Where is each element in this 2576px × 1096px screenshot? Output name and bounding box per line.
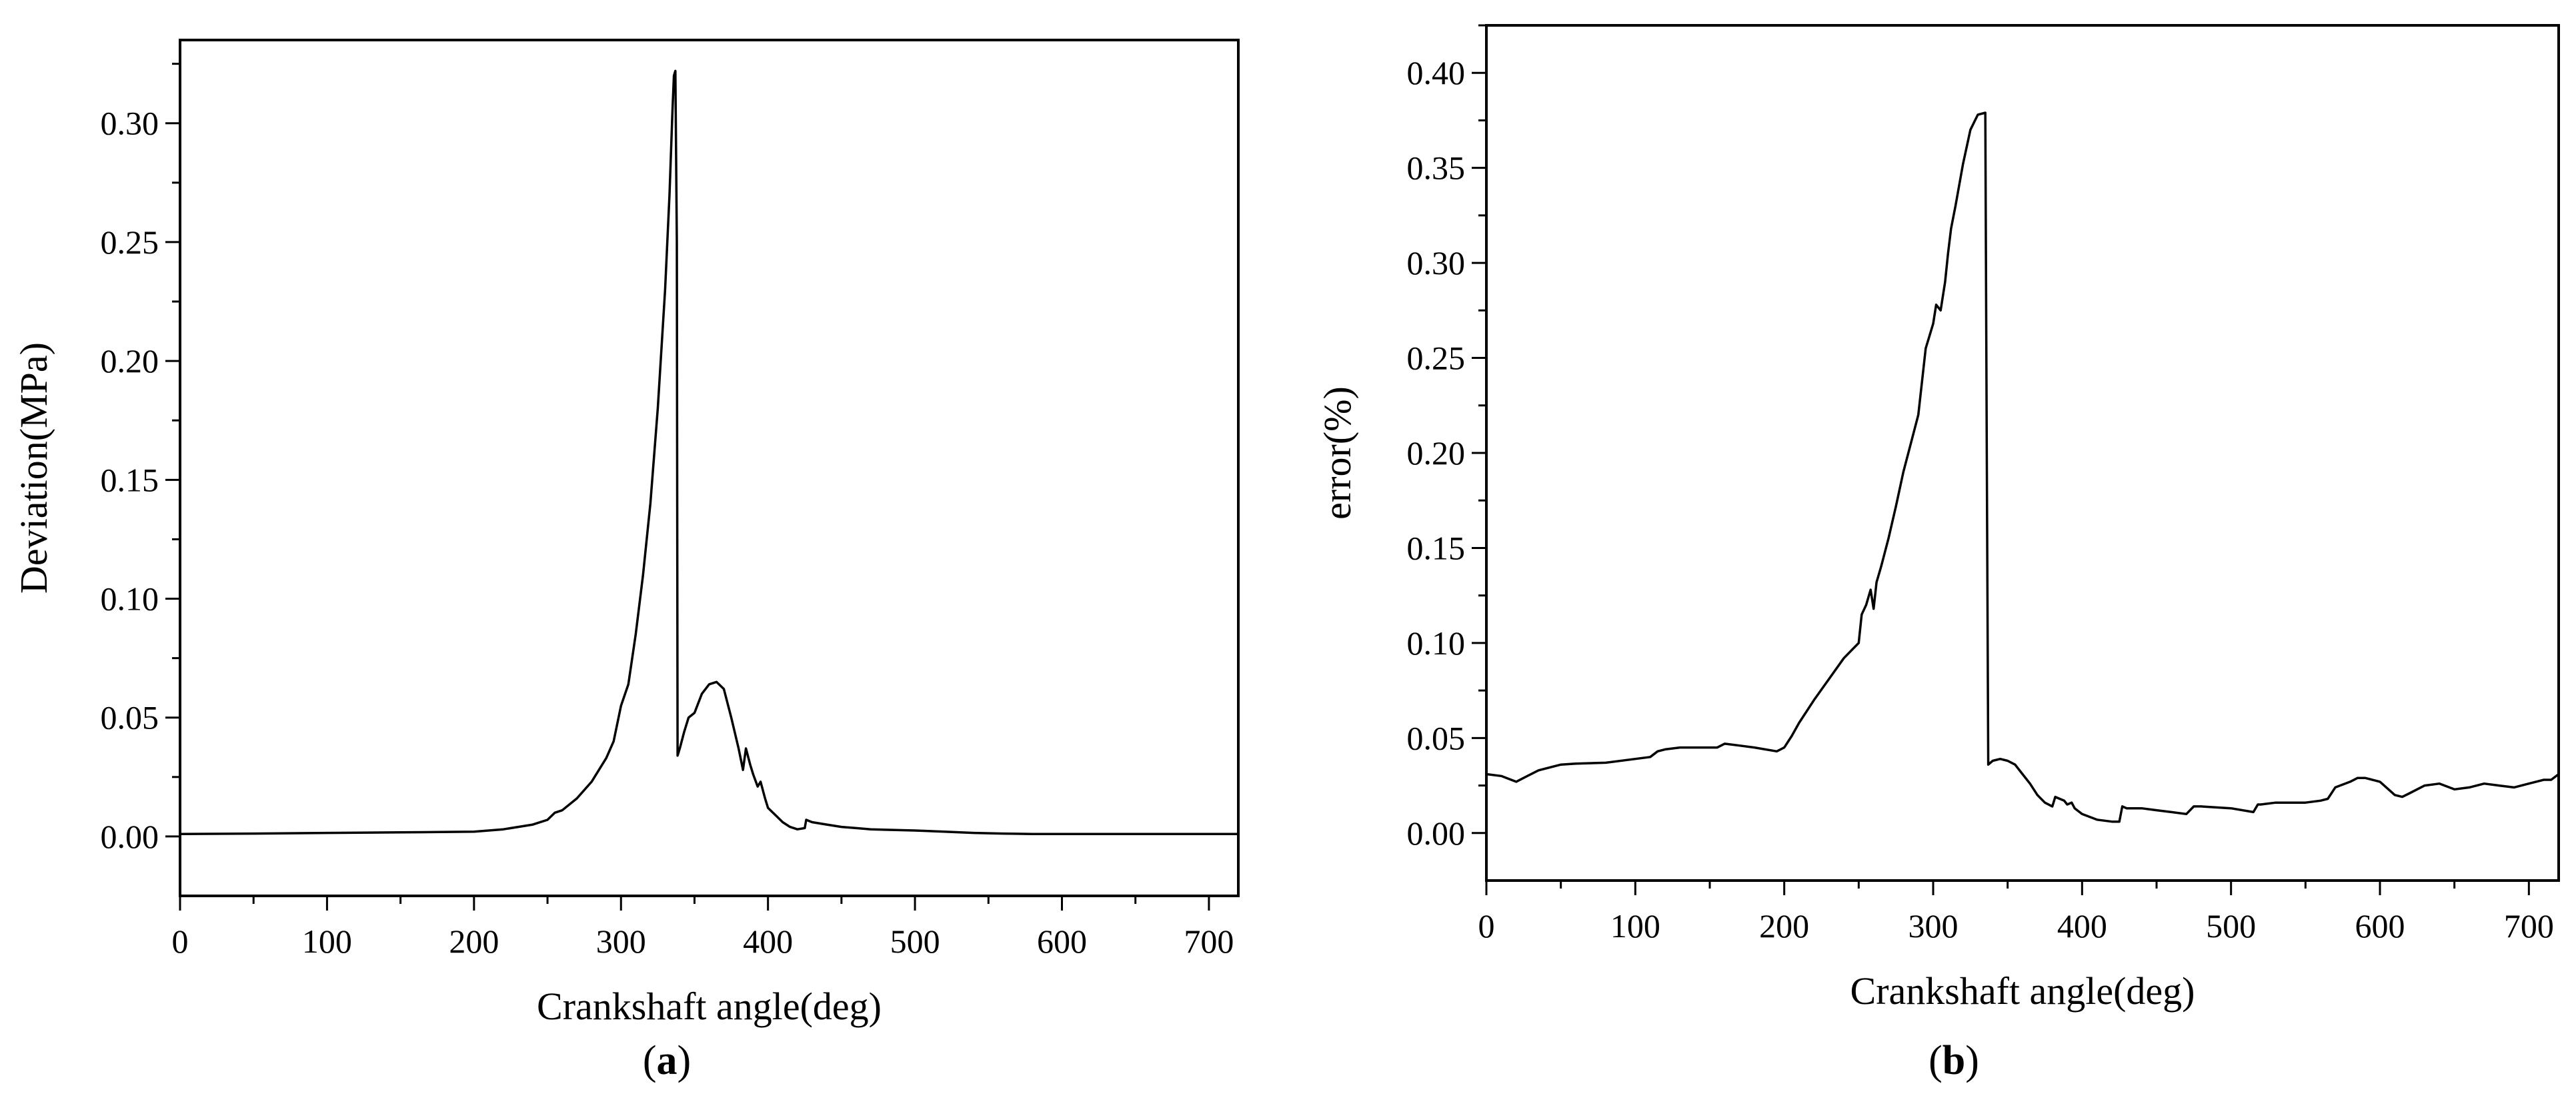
panel-a-x-tick-label: 700 — [1184, 923, 1234, 960]
panel-a-x-tick-label: 0 — [172, 923, 189, 960]
panel-b-chart: 0 100 200 300 400 500 600 700 0.00 0.05 0.10 0.15 0.… — [1316, 24, 2560, 1083]
panel-b-y-tick-label: 0.40 — [1407, 54, 1466, 91]
panel-a-label-close-paren: ) — [678, 1038, 692, 1083]
panel-b-y-axis-label: error(%) — [1316, 386, 1359, 520]
panel-b-x-tick-label: 0 — [1478, 907, 1495, 945]
panel-a-x-tick-label: 200 — [449, 923, 499, 960]
panel-a-label-open-paren: ( — [643, 1038, 657, 1083]
panel-b-x-axis-label: Crankshaft angle(deg) — [1850, 969, 2195, 1013]
panel-b-y-tick-label: 0.10 — [1407, 624, 1466, 662]
panel-b-x-tick-label: 700 — [2504, 907, 2554, 945]
panel-b-label: (b) — [1928, 1038, 1979, 1083]
panel-a-y-tick-label: 0.15 — [101, 461, 159, 498]
panel-a-x-tick-label: 300 — [596, 923, 646, 960]
panel-a-x-tick-label: 600 — [1037, 923, 1087, 960]
panel-b-y-tick-label: 0.00 — [1407, 814, 1466, 852]
panel-a-x-tick-label: 500 — [890, 923, 940, 960]
panel-b-y-tick-label: 0.25 — [1407, 340, 1466, 377]
panel-b-x-tick-label: 300 — [1908, 907, 1959, 945]
panel-a-y-tick-label: 0.00 — [101, 818, 159, 855]
panel-b-x-tick-label: 600 — [2355, 907, 2405, 945]
panel-b-x-tick-label: 400 — [2057, 907, 2107, 945]
panel-a-chart: 0 100 200 300 400 500 600 700 0.00 0.05 0.10 0.15 0.… — [12, 39, 1240, 1083]
panel-a-x-tick-label: 100 — [302, 923, 352, 960]
panel-b-x-tick-label: 100 — [1610, 907, 1660, 945]
panel-b-plot-frame — [1485, 24, 2560, 882]
panel-a-y-tick-label: 0.10 — [101, 580, 159, 618]
panel-a-y-tick-label: 0.30 — [101, 105, 159, 142]
panel-b-y-tick-label: 0.35 — [1407, 149, 1466, 187]
panel-a-label-letter: a — [657, 1038, 678, 1083]
panel-a-series-line — [179, 69, 1238, 836]
panel-a-y-tick-label: 0.25 — [101, 223, 159, 261]
panel-a-y-tick-label: 0.05 — [101, 699, 159, 736]
panel-b-series-line — [1486, 111, 2560, 823]
panel-b-x-tick-label: 500 — [2206, 907, 2256, 945]
panel-b-label-open-paren: ( — [1928, 1038, 1943, 1083]
panel-b-label-close-paren: ) — [1965, 1038, 1979, 1083]
panel-a-x-tick-label: 400 — [743, 923, 793, 960]
panel-a-y-tick-label: 0.20 — [101, 342, 159, 380]
panel-b-y-tick-label: 0.15 — [1407, 529, 1466, 566]
panel-a-label: (a) — [643, 1038, 691, 1083]
panel-a-y-axis-label: Deviation(MPa) — [12, 342, 55, 594]
panel-b-x-tick-label: 200 — [1759, 907, 1809, 945]
panel-a-plot-frame — [179, 39, 1240, 897]
panel-a-x-axis-label: Crankshaft angle(deg) — [537, 985, 882, 1028]
panel-b-y-tick-label: 0.20 — [1407, 434, 1466, 472]
panel-b-label-letter: b — [1943, 1038, 1965, 1083]
panel-b-y-tick-label: 0.30 — [1407, 244, 1466, 282]
panel-b-y-tick-label: 0.05 — [1407, 719, 1466, 756]
